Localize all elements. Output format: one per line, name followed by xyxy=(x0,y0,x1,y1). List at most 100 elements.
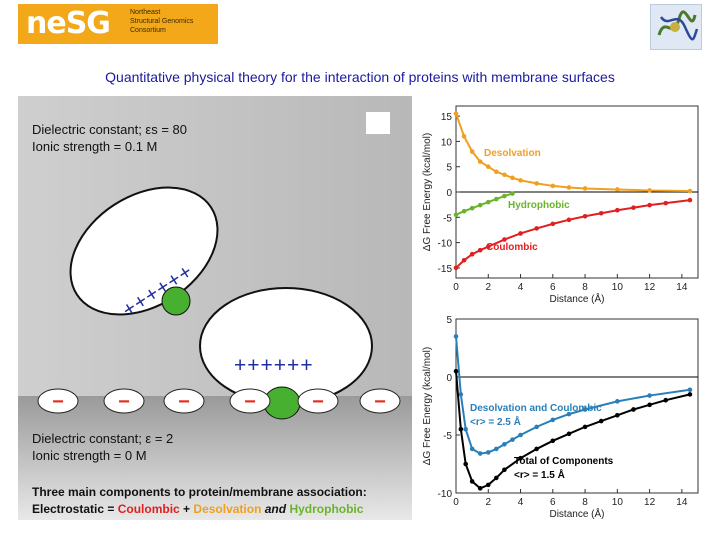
y-tick-label: 0 xyxy=(446,188,452,199)
data-point xyxy=(687,392,693,397)
minus-charge: − xyxy=(312,391,324,413)
y-tick-label: -5 xyxy=(443,213,452,224)
data-point xyxy=(534,226,539,231)
x-tick-label: 6 xyxy=(550,282,556,293)
minus-charge: − xyxy=(244,391,256,413)
x-tick-label: 0 xyxy=(453,282,459,293)
y-tick-label: 5 xyxy=(446,163,452,174)
data-point xyxy=(615,207,620,213)
y-axis-label: ΔG Free Energy (kcal/mol) xyxy=(422,133,433,251)
data-point xyxy=(647,202,652,208)
data-point xyxy=(453,111,459,116)
minus-charge: − xyxy=(178,391,190,413)
logo-subtitle: Northeast Structural Genomics Consortium xyxy=(130,9,194,34)
data-point xyxy=(453,265,459,271)
series-line xyxy=(455,113,690,192)
data-point xyxy=(647,393,652,398)
data-point xyxy=(477,451,483,456)
data-point xyxy=(477,159,483,164)
data-point xyxy=(494,169,499,175)
data-point xyxy=(582,407,588,412)
y-tick-label: 5 xyxy=(446,315,452,326)
data-point xyxy=(463,461,468,467)
data-point xyxy=(647,402,652,408)
data-point xyxy=(477,486,483,491)
data-point xyxy=(510,175,515,181)
data-point xyxy=(485,199,491,205)
data-point xyxy=(518,231,523,236)
data-point xyxy=(647,188,652,193)
data-point xyxy=(502,193,507,199)
series-label: Desolvation and Coulombic xyxy=(470,403,602,414)
data-point xyxy=(518,455,523,461)
data-point xyxy=(502,172,507,178)
summary-desolvation: Desolvation xyxy=(193,502,262,516)
membrane-charge xyxy=(359,388,401,414)
y-tick-label: -5 xyxy=(443,431,452,442)
solvent-ionic-strength: Ionic strength = 0.1 M xyxy=(32,139,158,154)
x-tick-label: 2 xyxy=(485,282,491,293)
y-axis-label: ΔG Free Energy (kcal/mol) xyxy=(422,347,433,465)
y-tick-label: -15 xyxy=(438,264,453,275)
data-point xyxy=(631,205,636,210)
data-point xyxy=(582,213,588,219)
solvent-dielectric: Dielectric constant; εs = 80 xyxy=(32,122,188,137)
minus-charge: − xyxy=(374,391,386,413)
membrane-charges xyxy=(37,388,401,414)
summary-coulombic: Coulombic xyxy=(117,502,180,516)
data-point xyxy=(518,178,523,183)
x-tick-label: 10 xyxy=(612,497,624,508)
data-point xyxy=(502,237,507,242)
data-point xyxy=(453,334,459,339)
plot-frame xyxy=(455,318,699,494)
data-point xyxy=(598,210,604,216)
summary-and: and xyxy=(261,502,290,516)
minus-charge: − xyxy=(118,391,130,413)
series-annotation: <r> = 2.5 Å xyxy=(470,415,521,428)
data-point xyxy=(615,412,620,418)
x-tick-label: 12 xyxy=(644,282,656,293)
data-point xyxy=(631,407,636,412)
x-tick-label: 6 xyxy=(550,497,556,508)
data-point xyxy=(502,467,507,473)
protein-structure-icon xyxy=(650,4,702,50)
membrane-charge xyxy=(297,388,339,414)
data-point xyxy=(461,208,467,214)
data-point xyxy=(663,397,669,403)
logo-mark: neSG xyxy=(26,6,111,41)
series-label: Coulombic xyxy=(486,242,538,253)
x-tick-label: 14 xyxy=(676,282,688,293)
y-tick-label: 0 xyxy=(446,373,452,384)
data-point xyxy=(485,482,491,488)
membrane-ionic-strength: Ionic strength = 0 M xyxy=(32,448,147,463)
data-point xyxy=(494,196,499,202)
data-point xyxy=(463,426,468,432)
data-point xyxy=(458,426,464,432)
data-point xyxy=(566,431,572,437)
data-point xyxy=(469,251,475,257)
x-tick-label: 4 xyxy=(518,497,524,508)
x-tick-label: 8 xyxy=(582,497,588,508)
data-point xyxy=(550,183,556,189)
summary-prefix: Electrostatic = xyxy=(32,502,118,516)
summary-heading: Three main components to protein/membran… xyxy=(32,485,367,499)
data-point xyxy=(485,450,491,455)
page-title: Quantitative physical theory for the int… xyxy=(105,69,615,85)
data-point xyxy=(534,424,539,430)
x-tick-label: 14 xyxy=(676,497,688,508)
data-point xyxy=(485,244,491,249)
data-point xyxy=(469,205,475,211)
series-label: Total of Components xyxy=(514,456,614,467)
membrane-region xyxy=(18,396,412,520)
data-point xyxy=(485,164,491,170)
data-point xyxy=(615,187,620,192)
y-tick-label: -10 xyxy=(438,239,453,250)
data-point xyxy=(687,188,693,194)
membrane-charge xyxy=(229,388,271,414)
summary-equation: Electrostatic = Coulombic + Desolvation … xyxy=(32,502,363,516)
data-point xyxy=(461,134,467,139)
x-tick-label: 4 xyxy=(518,282,524,293)
membrane-charge xyxy=(163,388,205,414)
y-tick-label: -10 xyxy=(438,489,453,500)
